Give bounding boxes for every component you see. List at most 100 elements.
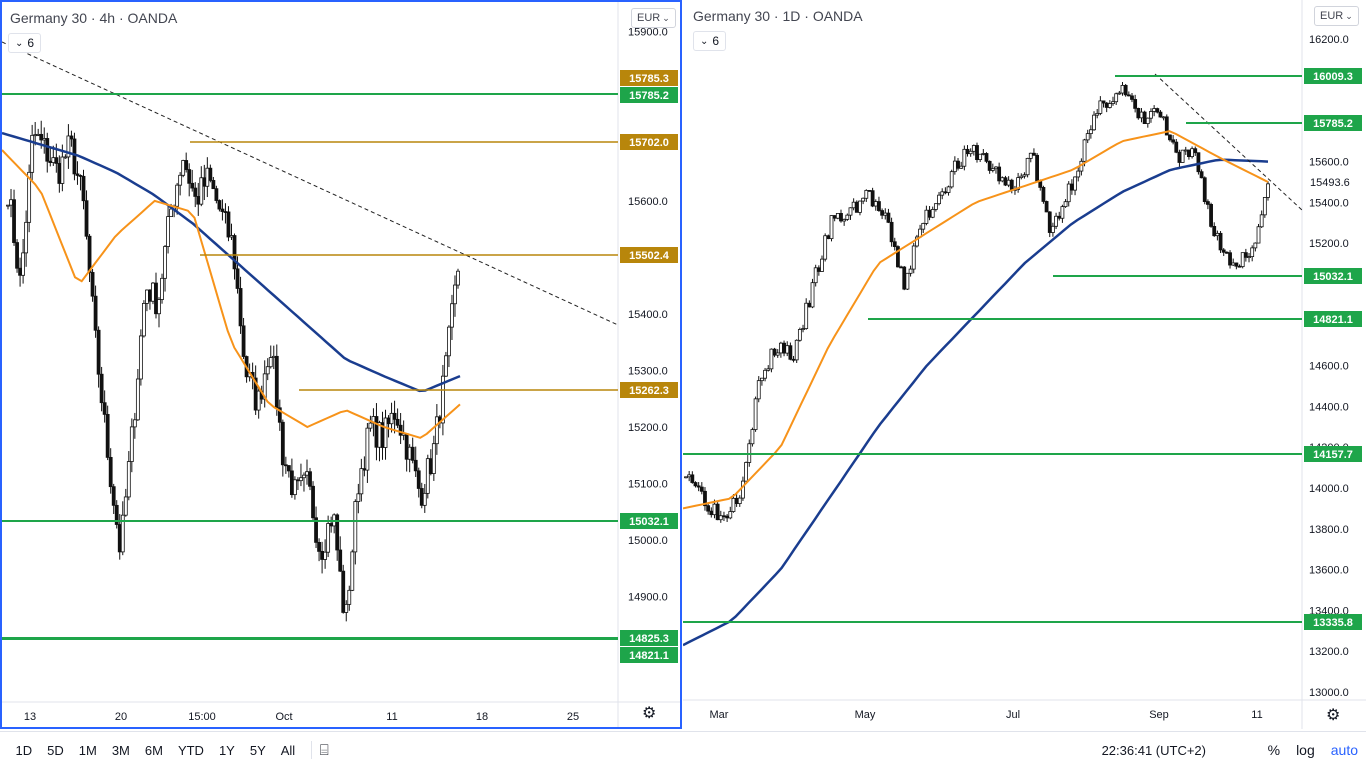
candle-body <box>1193 148 1198 154</box>
candle-body <box>1259 214 1264 228</box>
candle-body <box>268 357 273 368</box>
candle-body <box>45 138 50 162</box>
candle-body <box>870 190 875 207</box>
price-level-16009.3[interactable]: 16009.3 <box>1115 68 1362 84</box>
candle <box>1142 110 1147 125</box>
candle-body <box>359 468 364 495</box>
candle <box>57 155 62 193</box>
candle-body <box>760 377 764 382</box>
candle <box>760 377 764 386</box>
candle <box>696 482 701 492</box>
candle-body <box>1032 152 1036 156</box>
chart-title-4h: Germany 30 · 4h · OANDA <box>10 10 178 26</box>
chart-pane-4h[interactable]: 15900.0 15600.0 15400.0 15300.0 15200.0 15100… <box>0 0 682 729</box>
range-button-3m[interactable]: 3M <box>111 742 130 758</box>
trendline <box>2 41 619 326</box>
candle-body <box>1003 177 1008 186</box>
price-level-14157.7[interactable]: 14157.7 <box>683 446 1362 462</box>
level-label-bg <box>1304 311 1362 327</box>
chart-canvas-1d[interactable]: 16200.0 15600.0 15400.0 15200.0 14600.0 14400… <box>683 0 1366 729</box>
candle <box>386 415 391 438</box>
candle <box>220 199 225 221</box>
candle <box>1259 210 1264 229</box>
candle-body <box>1085 133 1090 141</box>
candle-body <box>145 289 149 304</box>
range-button-1y[interactable]: 1Y <box>218 742 235 758</box>
candle-body <box>24 221 29 254</box>
chart-pane-1d[interactable]: 16200.0 15600.0 15400.0 15200.0 14600.0 14400… <box>683 0 1366 729</box>
candle <box>30 124 35 181</box>
candle-body <box>933 203 938 210</box>
candle <box>921 222 926 234</box>
candle-body <box>1149 111 1153 119</box>
candle <box>181 159 186 178</box>
auto-toggle[interactable]: auto <box>1330 742 1358 758</box>
range-button-1d[interactable]: 1D <box>15 742 33 758</box>
range-button-5y[interactable]: 5Y <box>249 742 266 758</box>
log-toggle[interactable]: log <box>1296 742 1315 758</box>
price-level-15262.3[interactable]: 15262.3 <box>299 382 678 398</box>
candle-body <box>1044 201 1049 213</box>
currency-button-4h[interactable]: EUR ⌄ <box>631 8 676 28</box>
candle-body <box>956 160 960 169</box>
level-label: 15785.3 <box>629 73 669 85</box>
candle-body <box>232 235 237 270</box>
candle-body <box>78 175 83 177</box>
candle-body <box>1104 102 1109 108</box>
candle-body <box>744 462 748 482</box>
date-range-icon[interactable]: ⌸ <box>319 741 329 759</box>
candle <box>684 476 688 479</box>
currency-button-1d[interactable]: EUR ⌄ <box>1314 6 1359 26</box>
range-button-ytd[interactable]: YTD <box>177 742 204 758</box>
candle-body <box>350 551 355 591</box>
range-button-5d[interactable]: 5D <box>47 742 64 758</box>
range-button-all[interactable]: All <box>280 742 296 758</box>
candle <box>72 132 77 181</box>
candle-body <box>453 284 457 305</box>
price-level-15032.1[interactable]: 15032.1 <box>2 513 678 529</box>
candle <box>1218 231 1223 254</box>
candle <box>858 200 862 216</box>
candle-body <box>756 380 761 400</box>
gear-icon[interactable]: ⚙ <box>642 705 657 722</box>
time-tick: 11 <box>386 711 397 723</box>
candle <box>1063 199 1068 208</box>
chart-canvas-4h[interactable]: 15900.0 15600.0 15400.0 15300.0 15200.0 15100… <box>2 2 680 727</box>
candle <box>302 472 306 492</box>
candle <box>892 237 897 251</box>
candle-body <box>839 213 843 222</box>
candle <box>416 467 421 498</box>
candle-body <box>6 204 10 207</box>
price-level-15785.2[interactable]: 15785.2 <box>2 87 678 103</box>
price-level-15785.3[interactable]: 15785.3 <box>2 70 678 95</box>
candle-body <box>329 523 334 527</box>
candle <box>1168 134 1172 142</box>
range-button-6m[interactable]: 6M <box>144 742 163 758</box>
price-level-13335.8[interactable]: 13335.8 <box>683 614 1362 630</box>
price-level-15032.1[interactable]: 15032.1 <box>1053 268 1362 284</box>
range-button-1m[interactable]: 1M <box>78 742 97 758</box>
candle-body <box>105 413 110 458</box>
price-level-14821.1[interactable]: 14821.1 <box>2 638 678 663</box>
price-level-15785.2[interactable]: 15785.2 <box>1186 115 1362 131</box>
candle <box>1019 173 1024 180</box>
price-level-15702.0[interactable]: 15702.0 <box>190 134 678 150</box>
candle <box>395 408 400 429</box>
price-level-15502.4[interactable]: 15502.4 <box>200 247 678 263</box>
gear-icon[interactable]: ⚙ <box>1326 707 1341 724</box>
indicators-toggle-1d[interactable]: ⌄ 6 <box>693 31 727 51</box>
candle <box>864 189 869 202</box>
candle-body <box>383 417 388 448</box>
candle <box>341 564 346 614</box>
candle-body <box>1174 141 1179 153</box>
indicators-toggle-4h[interactable]: ⌄ 6 <box>8 33 42 53</box>
candle-body <box>902 266 907 290</box>
candle <box>690 471 695 484</box>
candle-body <box>684 476 688 479</box>
percent-toggle[interactable]: % <box>1267 742 1281 758</box>
candle <box>775 349 780 358</box>
price-level-14821.1[interactable]: 14821.1 <box>868 311 1362 327</box>
candle <box>782 340 786 357</box>
candle-body <box>419 488 424 506</box>
price-tick: 15600.0 <box>628 196 668 208</box>
